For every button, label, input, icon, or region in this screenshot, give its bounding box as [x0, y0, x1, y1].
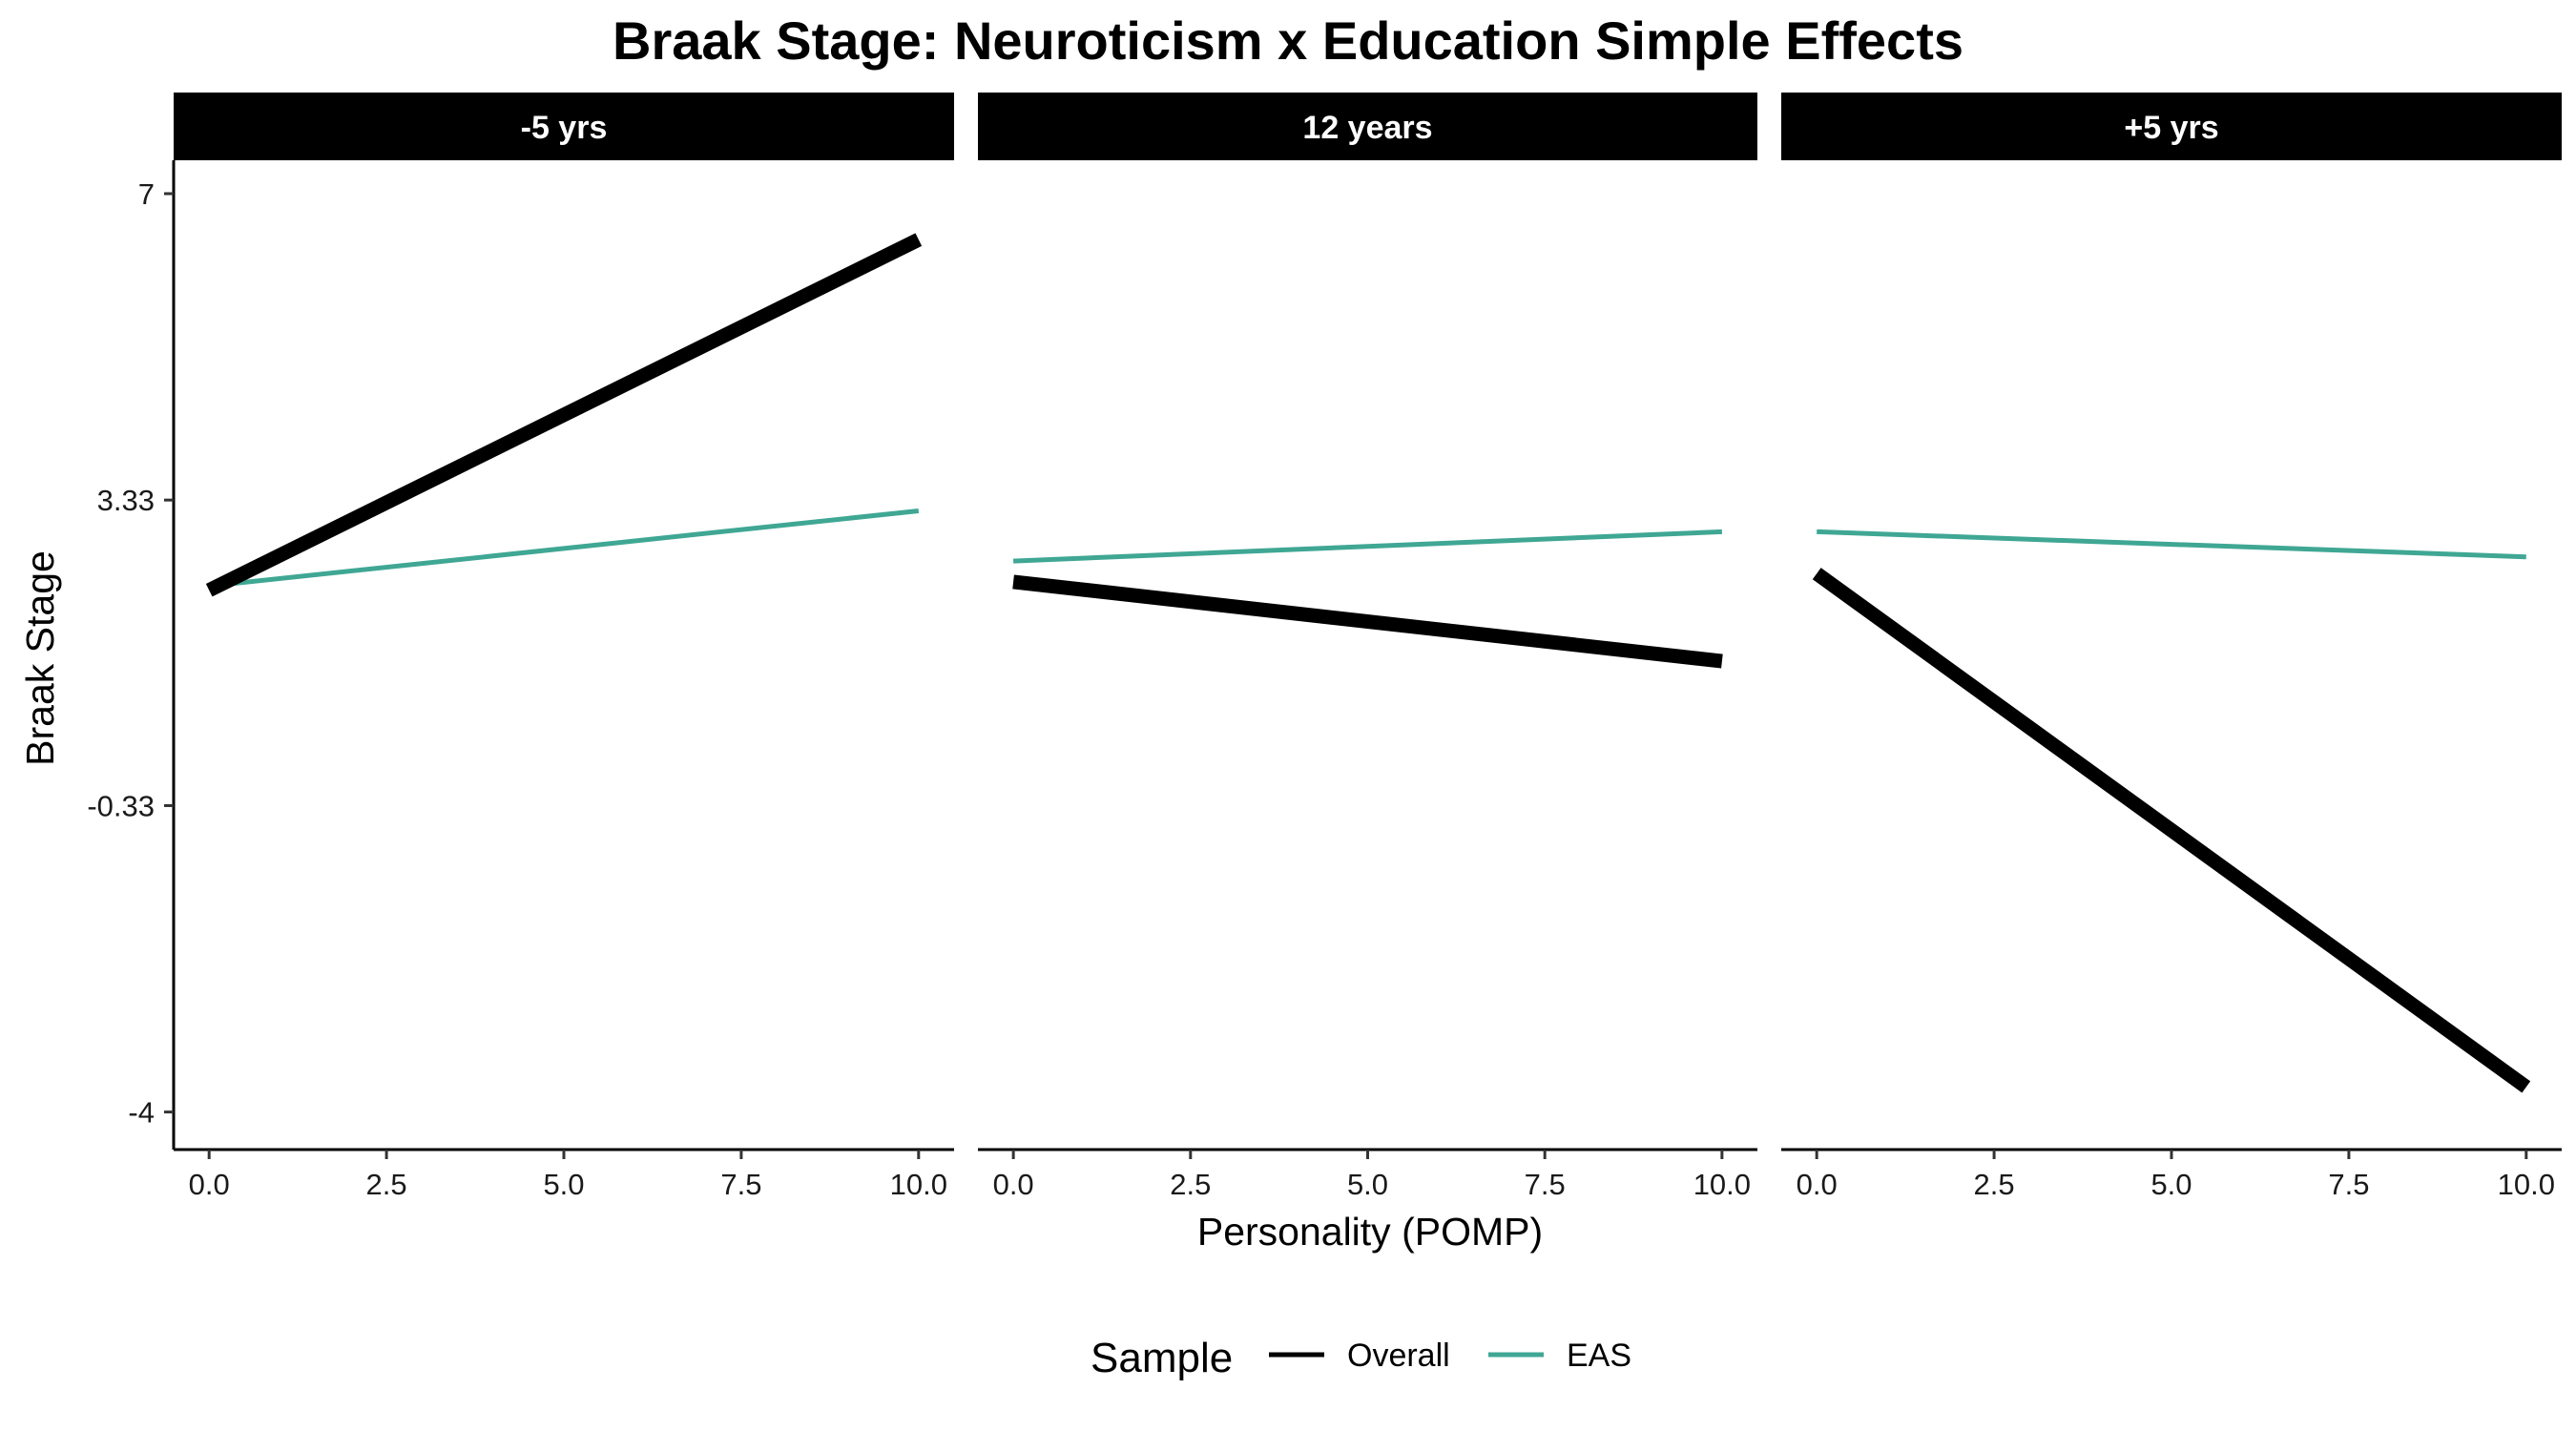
- x-tick-label: 10.0: [890, 1168, 947, 1201]
- x-tick-label: 5.0: [2150, 1168, 2192, 1201]
- x-tick-label: 5.0: [543, 1168, 584, 1201]
- x-axis-label: Personality (POMP): [1197, 1210, 1543, 1254]
- x-tick-label: 10.0: [2498, 1168, 2555, 1201]
- x-tick-label: 2.5: [1170, 1168, 1211, 1201]
- panel-3: +5 yrs 0.0 2.5 5.0 7.5 10.0: [1781, 93, 2562, 1201]
- facet-strip-label: -5 yrs: [521, 110, 608, 146]
- series-line-overall: [1012, 574, 1723, 669]
- x-tick-label: 7.5: [2328, 1168, 2369, 1201]
- facet-strip-label: +5 yrs: [2124, 110, 2218, 146]
- x-tick-label: 2.5: [1974, 1168, 2015, 1201]
- panels-layer: -5 yrs 0.0 2.5 5.0 7.5 10.0 -4 -0.33 3.33 7 12 yea…: [87, 93, 2562, 1201]
- facet-strip-label: 12 years: [1302, 110, 1432, 146]
- y-tick-label: 7: [138, 177, 155, 211]
- legend-label-overall: Overall: [1347, 1338, 1450, 1374]
- x-tick-label: 0.0: [1797, 1168, 1838, 1201]
- x-tick-label: 7.5: [1525, 1168, 1566, 1201]
- x-tick-label: 0.0: [993, 1168, 1034, 1201]
- series-line-overall: [1812, 568, 2531, 1093]
- y-tick-label: 3.33: [97, 484, 155, 517]
- chart-title: Braak Stage: Neuroticism x Education Sim…: [613, 10, 1963, 71]
- series-line-eas: [1817, 529, 2526, 560]
- facet-strip: [1781, 93, 2562, 160]
- legend: Sample Overall EAS: [1091, 1335, 1631, 1381]
- facet-strip: [174, 93, 954, 160]
- y-axis-label: Braak Stage: [18, 550, 62, 766]
- x-tick-label: 10.0: [1693, 1168, 1751, 1201]
- legend-entries: Overall EAS: [1269, 1338, 1631, 1374]
- x-tick-label: 0.0: [189, 1168, 230, 1201]
- series-line-overall: [205, 233, 923, 597]
- series-line-eas: [208, 508, 920, 589]
- y-tick-label: -0.33: [87, 789, 155, 822]
- legend-title: Sample: [1091, 1335, 1233, 1381]
- facet-strip: [978, 93, 1757, 160]
- y-tick-label: -4: [128, 1096, 155, 1130]
- x-tick-label: 2.5: [366, 1168, 407, 1201]
- x-tick-label: 7.5: [720, 1168, 761, 1201]
- panel-2: 12 years 0.0 2.5 5.0 7.5 10.0: [978, 93, 1757, 1201]
- legend-label-eas: EAS: [1567, 1338, 1631, 1374]
- x-tick-label: 5.0: [1347, 1168, 1388, 1201]
- panel-1: -5 yrs 0.0 2.5 5.0 7.5 10.0 -4 -0.33 3.33 7: [87, 93, 954, 1201]
- series-line-eas: [1012, 529, 1723, 564]
